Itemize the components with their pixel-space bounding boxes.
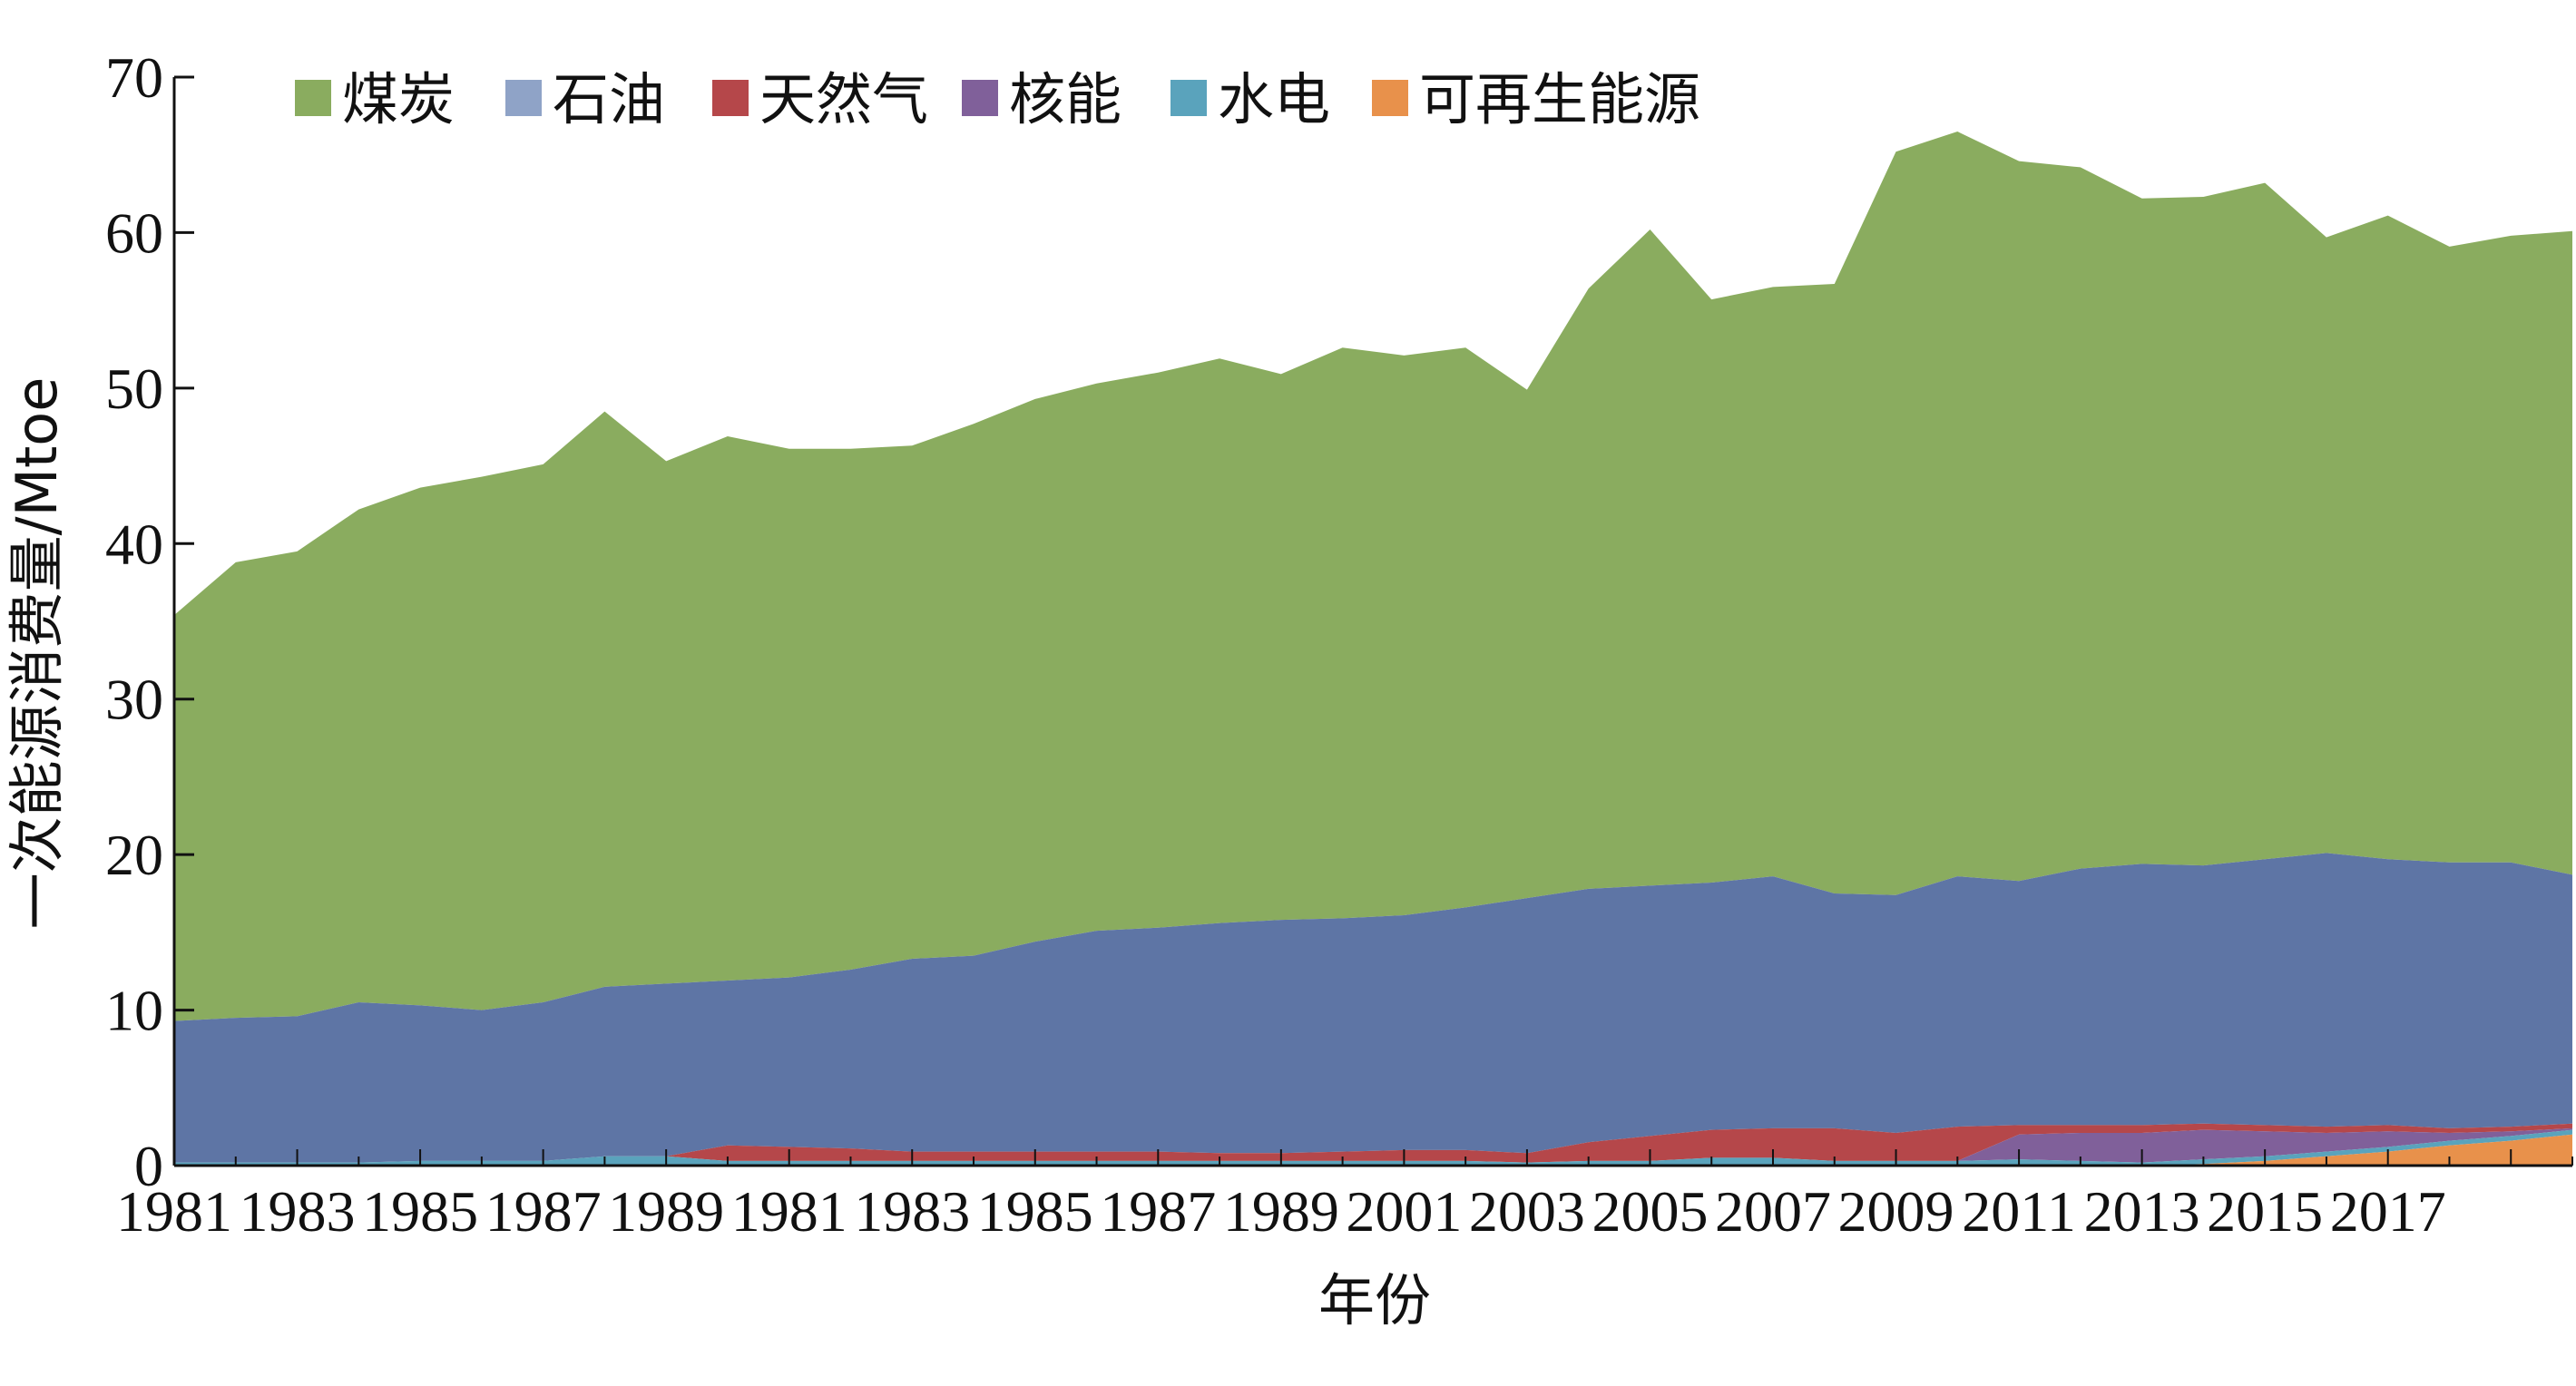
- y-axis-ticks: 0 10 20 30 40 50 60 70: [105, 45, 194, 1198]
- legend-label-核能: 核能: [1009, 66, 1121, 132]
- legend-label-天然气: 天然气: [759, 66, 928, 132]
- y-tick-label: 40: [105, 512, 163, 576]
- x-tick-label: 1989: [608, 1179, 724, 1244]
- legend-label-煤炭: 煤炭: [342, 66, 455, 132]
- x-axis-label: 年份: [1318, 1267, 1431, 1333]
- x-tick-label: 2011: [1962, 1179, 2076, 1244]
- x-tick-label: 1985: [977, 1179, 1093, 1244]
- x-tick-label: 2001: [1346, 1179, 1462, 1244]
- x-tick-label: 2003: [1469, 1179, 1585, 1244]
- x-tick-label: 2017: [2330, 1179, 2446, 1244]
- x-tick-label: 1983: [854, 1179, 970, 1244]
- legend: 煤炭 石油 天然气 核能 水电 可再生能源: [295, 66, 1700, 132]
- x-tick-label: 2009: [1838, 1179, 1954, 1244]
- x-tick-label: 1981: [731, 1179, 847, 1244]
- area-煤炭: [174, 132, 2572, 1021]
- y-tick-label: 10: [105, 979, 163, 1043]
- x-tick-label: 1989: [1223, 1179, 1339, 1244]
- legend-swatch-核能: [962, 80, 998, 116]
- area-水电: [174, 1129, 2572, 1166]
- x-axis-ticks: 1981 1983 1985 1987 1989 1981 1983 1985 1987 1989…: [116, 1149, 2573, 1244]
- x-tick-label: 1981: [116, 1179, 232, 1244]
- x-tick-label: 2015: [2207, 1179, 2323, 1244]
- legend-label-石油: 石油: [553, 66, 665, 132]
- y-tick-label: 60: [105, 200, 163, 265]
- area-石油: [174, 853, 2572, 1163]
- x-tick-label: 2007: [1715, 1179, 1831, 1244]
- x-tick-label: 2013: [2084, 1179, 2200, 1244]
- legend-swatch-天然气: [712, 80, 749, 116]
- legend-label-可再生能源: 可再生能源: [1419, 66, 1700, 132]
- x-tick-label: 1985: [362, 1179, 478, 1244]
- y-tick-label: 70: [105, 45, 163, 110]
- x-tick-label: 1983: [240, 1179, 356, 1244]
- x-tick-label: 2005: [1592, 1179, 1708, 1244]
- axes: [172, 77, 2572, 1167]
- legend-swatch-煤炭: [295, 80, 331, 116]
- x-tick-label: 1987: [485, 1179, 602, 1244]
- y-tick-label: 50: [105, 356, 163, 421]
- legend-swatch-石油: [505, 80, 542, 116]
- area-天然气: [174, 1123, 2572, 1163]
- legend-swatch-可再生能源: [1372, 80, 1408, 116]
- y-tick-label: 0: [134, 1134, 163, 1198]
- legend-label-水电: 水电: [1218, 66, 1330, 132]
- y-tick-label: 20: [105, 823, 163, 887]
- x-tick-label: 1987: [1100, 1179, 1216, 1244]
- area-可再生能源: [174, 1134, 2572, 1166]
- y-axis-label: 一次能源消费量/Mtoe: [4, 377, 70, 930]
- area-核能: [174, 1127, 2572, 1163]
- y-tick-label: 30: [105, 668, 163, 732]
- area-series-group: [174, 132, 2572, 1166]
- legend-swatch-水电: [1170, 80, 1207, 116]
